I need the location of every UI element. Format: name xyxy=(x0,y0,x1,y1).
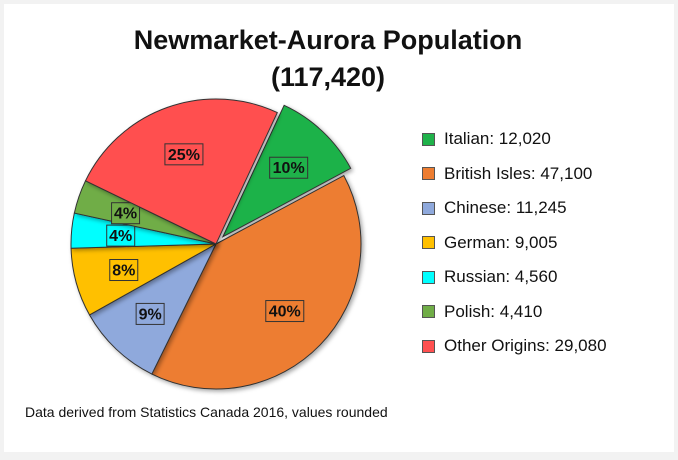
pie-label-box-british-isles xyxy=(265,300,305,323)
chart-title-line-1: Newmarket-Aurora Population xyxy=(133,25,523,55)
pie-label-box-polish xyxy=(111,202,141,225)
pie-label-german: 8% xyxy=(109,259,139,282)
legend-label-russian: Russian: 4,560 xyxy=(444,267,558,287)
pie-slice-british-isles xyxy=(151,174,362,390)
pie-label-russian: 4% xyxy=(106,224,136,247)
legend-swatch-chinese xyxy=(422,201,435,215)
legend-label-other-origins: Other Origins: 29,080 xyxy=(444,336,607,356)
pie-label-text-british-isles: 40% xyxy=(269,304,301,321)
legend: Italian: 12,020 British Isles: 47,100 Ch… xyxy=(422,122,607,364)
legend-swatch-italian xyxy=(422,132,435,146)
pie-label-chinese: 9% xyxy=(135,302,165,325)
pie-label-italian: 10% xyxy=(269,156,309,179)
pie-slice-other-origins xyxy=(84,98,278,245)
pie-label-text-other-origins: 25% xyxy=(168,147,200,164)
legend-item-german: German: 9,005 xyxy=(422,226,607,261)
legend-label-italian: Italian: 12,020 xyxy=(444,129,551,149)
pie-label-text-russian: 4% xyxy=(109,228,132,245)
pie-label-box-other-origins xyxy=(164,143,204,166)
pie-label-box-russian xyxy=(106,224,136,247)
chart-title-line-2: (117,420) xyxy=(270,62,386,92)
chart-area: Newmarket-Aurora Population (117,420) 10… xyxy=(4,4,674,452)
legend-item-chinese: Chinese: 11,245 xyxy=(422,191,607,226)
legend-label-chinese: Chinese: 11,245 xyxy=(444,198,567,218)
legend-label-german: German: 9,005 xyxy=(444,232,558,252)
legend-item-russian: Russian: 4,560 xyxy=(422,260,607,295)
pie-label-text-italian: 10% xyxy=(273,160,305,177)
legend-item-polish: Polish: 4,410 xyxy=(422,295,607,330)
legend-label-polish: Polish: 4,410 xyxy=(444,301,543,321)
pie-label-british-isles: 40% xyxy=(265,300,305,323)
legend-swatch-russian xyxy=(422,270,435,284)
pie-label-text-chinese: 9% xyxy=(139,306,162,323)
legend-swatch-other-origins xyxy=(422,339,435,353)
legend-swatch-german xyxy=(422,236,435,250)
pie-chart: 10% 40% 9% 8% 4% 4% 25% xyxy=(70,98,362,390)
chart-title: Newmarket-Aurora Population (117,420) xyxy=(4,22,652,96)
source-note: Data derived from Statistics Canada 2016… xyxy=(25,404,388,420)
legend-swatch-british-isles xyxy=(422,167,435,181)
legend-item-british-isles: British Isles: 47,100 xyxy=(422,157,607,192)
pie-label-box-german xyxy=(109,259,139,282)
pie-label-text-polish: 4% xyxy=(114,206,137,223)
pie-label-box-chinese xyxy=(135,302,165,325)
legend-item-italian: Italian: 12,020 xyxy=(422,122,607,157)
pie-label-other-origins: 25% xyxy=(164,143,204,166)
legend-swatch-polish xyxy=(422,305,435,319)
pie-label-polish: 4% xyxy=(111,202,141,225)
legend-label-british-isles: British Isles: 47,100 xyxy=(444,163,593,183)
legend-item-other-origins: Other Origins: 29,080 xyxy=(422,329,607,364)
pie-label-box-italian xyxy=(269,156,309,179)
pie-label-text-german: 8% xyxy=(112,263,135,280)
